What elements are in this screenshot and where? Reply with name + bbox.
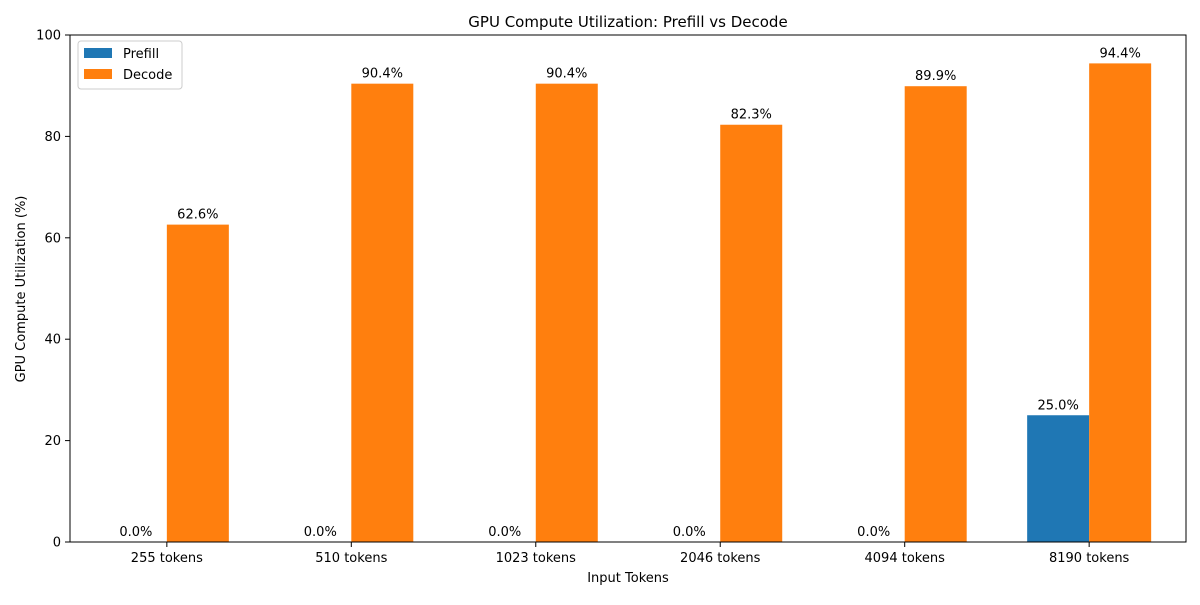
legend-label-prefill: Prefill <box>123 47 159 62</box>
x-tick-label-4: 4094 tokens <box>865 551 946 566</box>
legend-swatch-prefill <box>84 48 112 58</box>
bar-decode-0 <box>166 224 229 543</box>
x-tick-label-1: 510 tokens <box>315 551 387 566</box>
y-tick-label-80: 80 <box>44 130 61 145</box>
bar-prefill-5 <box>1027 415 1090 542</box>
x-tick-label-2: 1023 tokens <box>496 551 577 566</box>
plot-area: 0.0% 0.0% 0.0% 0.0% 0.0% 25.0% 62.6% 90.4% 90.4%… <box>36 29 1187 566</box>
data-label-decode-0: 62.6% <box>177 208 218 223</box>
data-label-decode-2: 90.4% <box>546 67 587 82</box>
data-label-prefill-0: 0.0% <box>119 525 152 540</box>
y-tick-label-40: 40 <box>44 333 61 348</box>
plot-frame <box>69 34 1187 543</box>
data-label-decode-4: 89.9% <box>915 69 956 84</box>
data-label-prefill-3: 0.0% <box>673 525 706 540</box>
data-label-prefill-2: 0.0% <box>488 525 521 540</box>
x-tick-label-5: 8190 tokens <box>1049 551 1130 566</box>
legend-swatch-decode <box>84 69 112 79</box>
y-tick-label-0: 0 <box>53 536 61 551</box>
y-tick-label-20: 20 <box>44 434 61 449</box>
data-label-prefill-5: 25.0% <box>1038 398 1079 413</box>
data-label-decode-3: 82.3% <box>731 108 772 123</box>
chart-title: GPU Compute Utilization: Prefill vs Deco… <box>468 13 787 31</box>
legend-label-decode: Decode <box>123 68 172 83</box>
y-axis-label: GPU Compute Utilization (%) <box>14 196 29 383</box>
x-tick-label-0: 255 tokens <box>131 551 203 566</box>
data-label-decode-5: 94.4% <box>1100 46 1141 61</box>
bar-decode-3 <box>720 124 783 542</box>
data-label-decode-1: 90.4% <box>362 67 403 82</box>
bar-decode-5 <box>1089 63 1152 542</box>
data-label-prefill-4: 0.0% <box>857 525 890 540</box>
y-tick-label-100: 100 <box>36 29 61 44</box>
bar-decode-4 <box>904 86 967 542</box>
y-tick-label-60: 60 <box>44 231 61 246</box>
x-tick-label-3: 2046 tokens <box>680 551 761 566</box>
bar-decode-2 <box>535 83 598 542</box>
bar-decode-1 <box>351 83 414 542</box>
data-label-prefill-1: 0.0% <box>304 525 337 540</box>
x-axis-label: Input Tokens <box>587 571 669 586</box>
